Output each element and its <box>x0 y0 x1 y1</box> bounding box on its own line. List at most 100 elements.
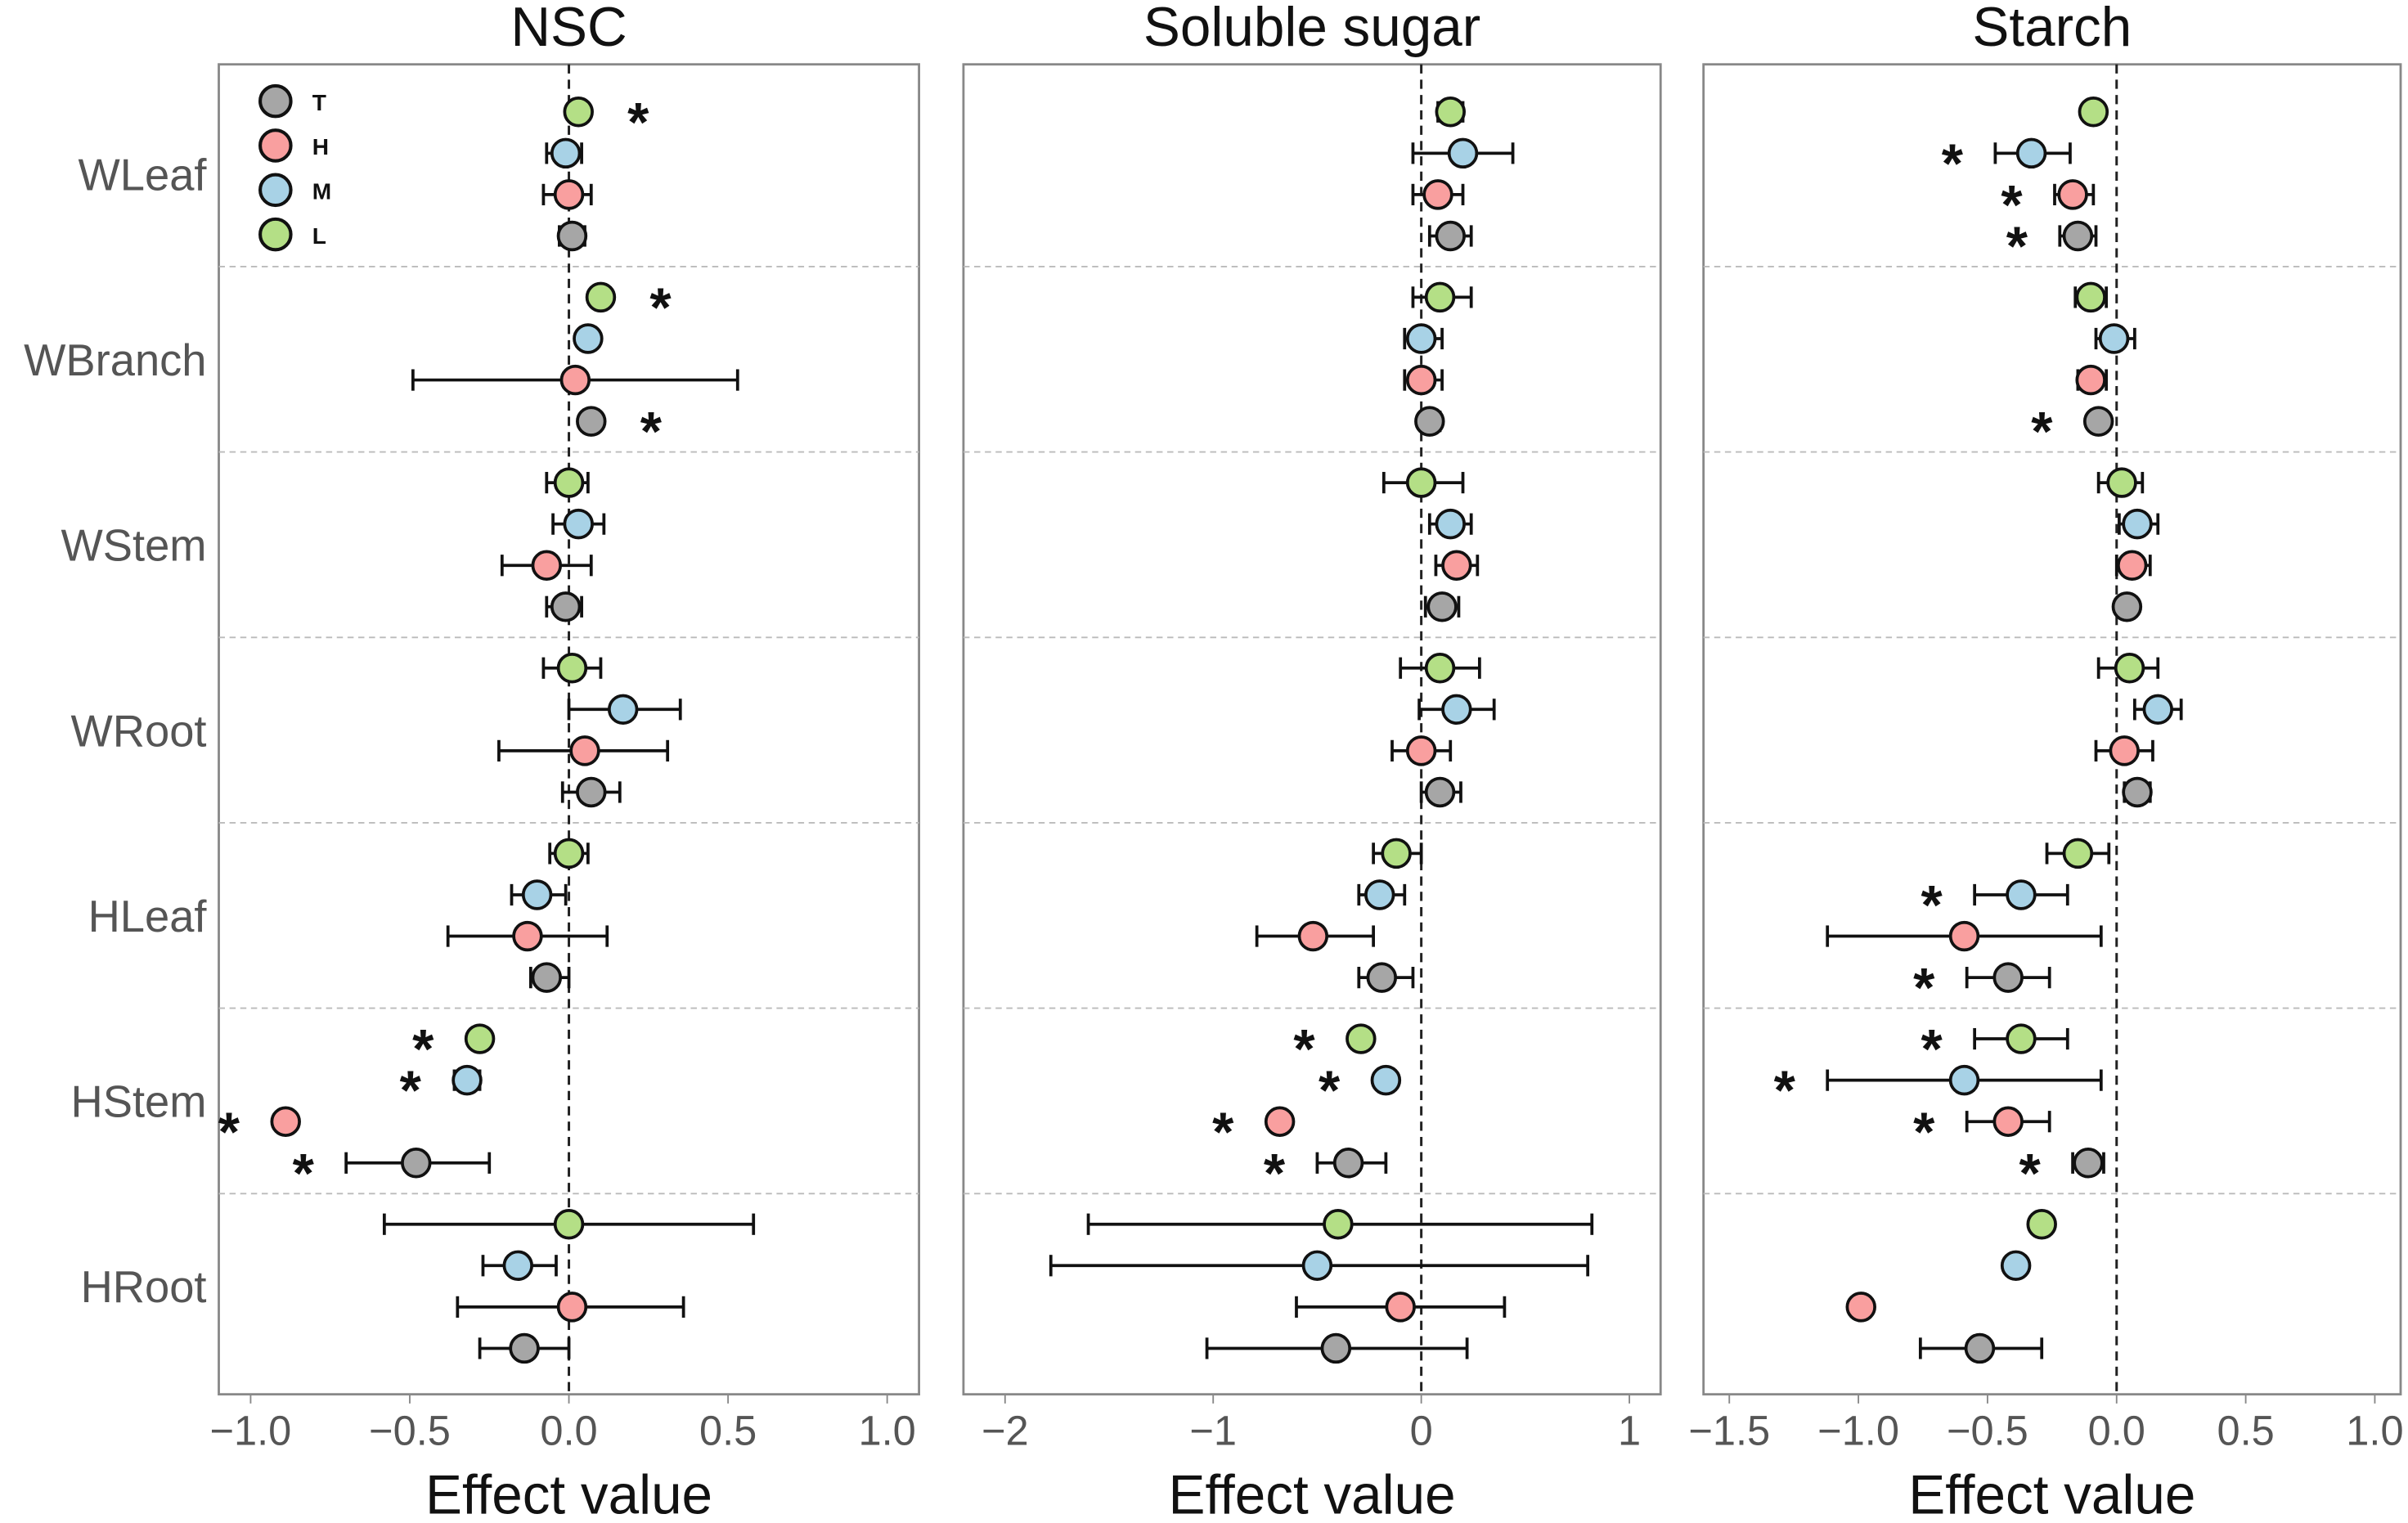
point-hstem-T: * <box>2019 1143 2105 1204</box>
point-wstem-T <box>1423 591 1461 622</box>
data-point <box>1948 920 1980 952</box>
data-point <box>1370 1064 1402 1096</box>
data-point <box>1323 1208 1354 1240</box>
data-point <box>2106 467 2137 498</box>
data-point <box>2114 653 2145 684</box>
panel-title: Soluble sugar <box>1143 0 1480 58</box>
point-hroot-T <box>478 1332 571 1364</box>
significance-star: * <box>1913 958 1935 1019</box>
data-point <box>1992 1106 2024 1137</box>
x-tick-label: −2 <box>982 1407 1029 1453</box>
data-point <box>563 508 594 540</box>
row-label-wroot: WRoot <box>71 706 207 756</box>
point-hleaf-L <box>2045 838 2111 869</box>
point-hroot-M <box>1049 1250 1590 1282</box>
data-point <box>1381 838 1412 869</box>
point-hleaf-M <box>510 879 568 910</box>
data-point <box>559 364 591 396</box>
data-point <box>2122 776 2153 808</box>
data-point <box>550 591 582 622</box>
data-point <box>1426 591 1458 622</box>
point-wstem-M <box>1427 508 1473 540</box>
point-wroot-M <box>567 694 682 726</box>
data-point <box>1424 281 1456 313</box>
point-wbranch-L: * <box>585 277 672 339</box>
data-point <box>2075 364 2106 396</box>
significance-star: * <box>400 1060 422 1121</box>
row-label-hleaf: HLeaf <box>88 892 208 941</box>
x-tick-label: 0.5 <box>699 1407 757 1453</box>
data-point <box>1297 920 1329 952</box>
point-hleaf-H <box>1826 920 2103 952</box>
significance-star: * <box>412 1019 434 1080</box>
point-wroot-M <box>2132 694 2183 726</box>
data-point <box>1346 1023 1377 1054</box>
data-point <box>521 879 553 910</box>
x-tick-label: −1.5 <box>1688 1407 1770 1453</box>
data-point <box>563 97 594 128</box>
x-axis-label: Effect value <box>425 1465 712 1523</box>
data-point <box>1441 694 1472 726</box>
point-hleaf-M <box>1357 879 1407 910</box>
data-point <box>2000 1250 2032 1282</box>
point-hroot-H <box>1845 1292 1876 1323</box>
point-hstem-H: * <box>218 1102 301 1163</box>
legend-label-M: M <box>312 179 331 204</box>
data-point <box>1405 323 1437 354</box>
data-point <box>2078 97 2109 128</box>
point-wbranch-T <box>1414 406 1445 437</box>
point-hstem-L: * <box>1293 1019 1377 1080</box>
point-hleaf-T <box>528 962 571 993</box>
x-tick-label: 0 <box>1410 1407 1433 1453</box>
point-wbranch-H <box>411 364 739 396</box>
point-hroot-T <box>1918 1332 2044 1364</box>
data-point <box>1405 735 1437 766</box>
data-point <box>512 920 543 952</box>
point-wleaf-T: * <box>2006 216 2098 277</box>
x-tick-label: −1.0 <box>1817 1407 1899 1453</box>
data-point <box>1948 1064 1980 1096</box>
data-point <box>556 220 588 252</box>
data-point <box>1264 1106 1296 1137</box>
panel-title: Starch <box>1972 0 2132 58</box>
point-hleaf-H <box>446 920 609 952</box>
data-point <box>452 1064 483 1096</box>
data-point <box>1424 776 1456 808</box>
point-hstem-M: * <box>400 1060 483 1121</box>
x-tick-label: 0.0 <box>540 1407 597 1453</box>
point-hleaf-M: * <box>1921 875 2069 937</box>
legend-swatch-H <box>258 128 293 163</box>
x-tick-label: 0.5 <box>2217 1407 2274 1453</box>
data-point <box>1364 879 1395 910</box>
point-wleaf-L <box>1435 97 1466 128</box>
data-point <box>1332 1148 1364 1179</box>
data-point <box>2073 1148 2104 1179</box>
point-hroot-H <box>456 1292 685 1323</box>
point-hstem-T: * <box>1264 1143 1388 1204</box>
data-point <box>2006 1023 2037 1054</box>
significance-star: * <box>627 92 649 153</box>
significance-star: * <box>1212 1102 1234 1163</box>
point-hroot-M <box>2000 1250 2032 1282</box>
data-point <box>2111 591 2143 622</box>
data-point <box>502 1250 534 1282</box>
data-point <box>1405 467 1437 498</box>
x-tick-label: −0.5 <box>369 1407 451 1453</box>
point-wbranch-L <box>2073 281 2109 313</box>
point-wbranch-T: * <box>576 402 663 463</box>
significance-star: * <box>1264 1143 1286 1204</box>
data-point <box>2015 137 2047 169</box>
data-point <box>1845 1292 1876 1323</box>
data-point <box>607 694 639 726</box>
x-tick-label: −1.0 <box>210 1407 292 1453</box>
legend-swatch-L <box>258 217 293 252</box>
point-wleaf-T <box>1427 220 1473 252</box>
data-point <box>1422 179 1453 210</box>
data-point <box>2075 281 2106 313</box>
point-wbranch-T: * <box>2031 402 2114 463</box>
point-wbranch-M <box>1403 323 1444 354</box>
point-wstem-H <box>500 550 593 581</box>
data-point <box>550 137 582 169</box>
